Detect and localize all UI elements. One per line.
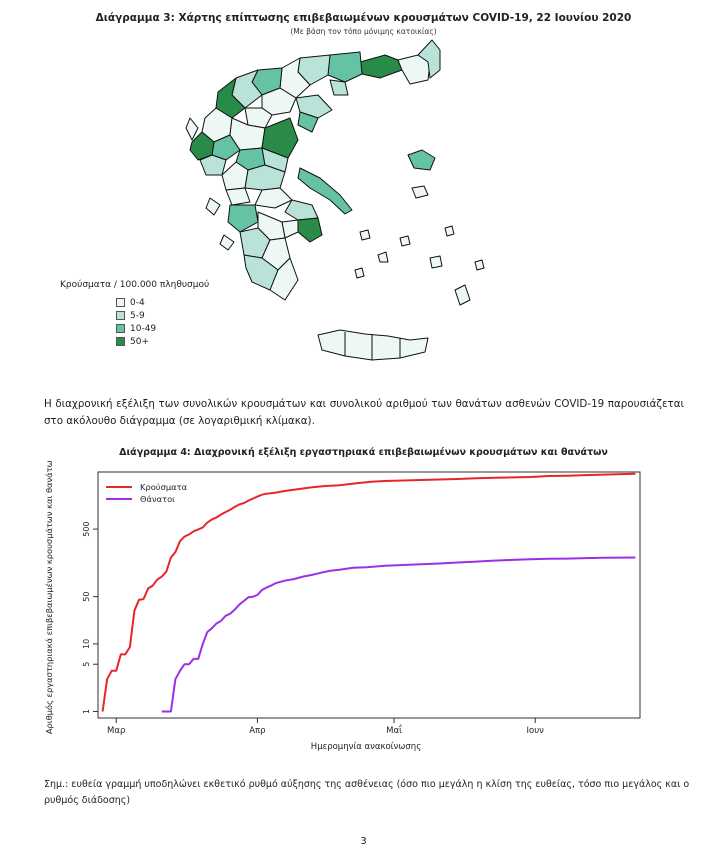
map-region [429,255,443,269]
map-region [254,187,293,209]
legend-swatch [116,311,125,320]
legend-label: 10-49 [130,323,157,334]
page-number: 3 [360,836,367,847]
legend-item: 5-9 [116,309,209,322]
legend-label: 5-9 [130,310,145,321]
map-region [205,197,221,216]
y-tick-label: 10 [82,639,91,649]
legend-title: Κρούσματα / 100.000 πληθυσμού [60,280,210,290]
line-chart: 1 5 10 50 500 Μαρ Απρ Μαΐ Ιουν Κρούσματα Θάνατοι… [44,460,641,752]
map-region [225,187,251,206]
map-region [317,329,429,361]
footnote: Σημ.: ευθεία γραμμή υποδηλώνει εκθετικό … [44,779,690,806]
y-tick-label: 1 [82,709,91,714]
legend-label: Κρούσματα [140,482,188,492]
x-tick-label: Μαρ [107,726,125,736]
map-region [377,251,389,263]
legend-swatch [116,337,125,346]
map-region [359,54,403,79]
map-region [327,51,363,83]
map-region [269,257,299,301]
map-region [399,235,411,247]
map-region [185,117,199,141]
body-paragraph: Η διαχρονική εξέλιξη των συνολικών κρουσ… [44,398,684,427]
map-region [411,185,429,199]
y-axis: 1 5 10 50 500 [82,521,98,714]
map-region [474,259,485,271]
map-region [297,167,353,215]
legend-item: 50+ [116,335,209,348]
map-region [261,117,299,159]
greece-map [185,39,485,361]
y-tick-label: 500 [82,521,91,536]
map-region [359,229,371,241]
map-region [454,284,471,306]
y-tick-label: 5 [82,662,91,667]
map-region [329,79,349,96]
map-region [284,199,319,221]
map-region [219,234,235,251]
map-region [444,225,455,237]
legend-label: 0-4 [130,297,145,308]
legend-swatch [116,324,125,333]
x-tick-label: Μαΐ [386,724,402,736]
map-region [297,217,323,243]
series-layer [101,472,636,713]
legend-item: 0-4 [116,296,209,309]
map-region [244,107,273,129]
x-axis: Μαρ Απρ Μαΐ Ιουν [107,718,544,736]
plot-frame [97,471,641,719]
map-region [199,154,227,176]
plot-area [97,471,641,719]
map-region [297,111,319,133]
map-region [295,94,333,119]
y-axis-label: Αριθμός εργαστηριακά επιβεβαιωμένων κρου… [44,460,54,734]
chart-title: Διάγραμμα 4: Διαχρονική εξέλιξη εργαστηρ… [119,447,608,458]
map-region [417,39,441,79]
deaths-series-line [161,556,636,713]
x-tick-label: Απρ [249,726,265,736]
legend-label: Θάνατοι [140,494,175,504]
map-legend: Κρούσματα / 100.000 πληθυσμού 0-4 5-9 10… [60,280,209,348]
legend-label: 50+ [130,336,149,347]
chart-legend: Κρούσματα Θάνατοι [106,482,188,504]
map-title: Διάγραμμα 3: Χάρτης επίπτωσης επιβεβαιωμ… [95,12,632,24]
map-region [354,267,365,279]
legend-swatch [116,298,125,307]
map-region [227,204,259,233]
map-region [407,149,436,171]
legend-item: 10-49 [116,322,209,335]
x-axis-label: Ημερομηνία ανακοίνωσης [311,742,421,752]
map-subtitle: (Με βάση τον τόπο μόνιμης κατοικίας) [290,27,437,36]
cases-series-line [101,472,636,712]
x-tick-label: Ιουν [527,726,545,736]
y-tick-label: 50 [82,592,91,602]
